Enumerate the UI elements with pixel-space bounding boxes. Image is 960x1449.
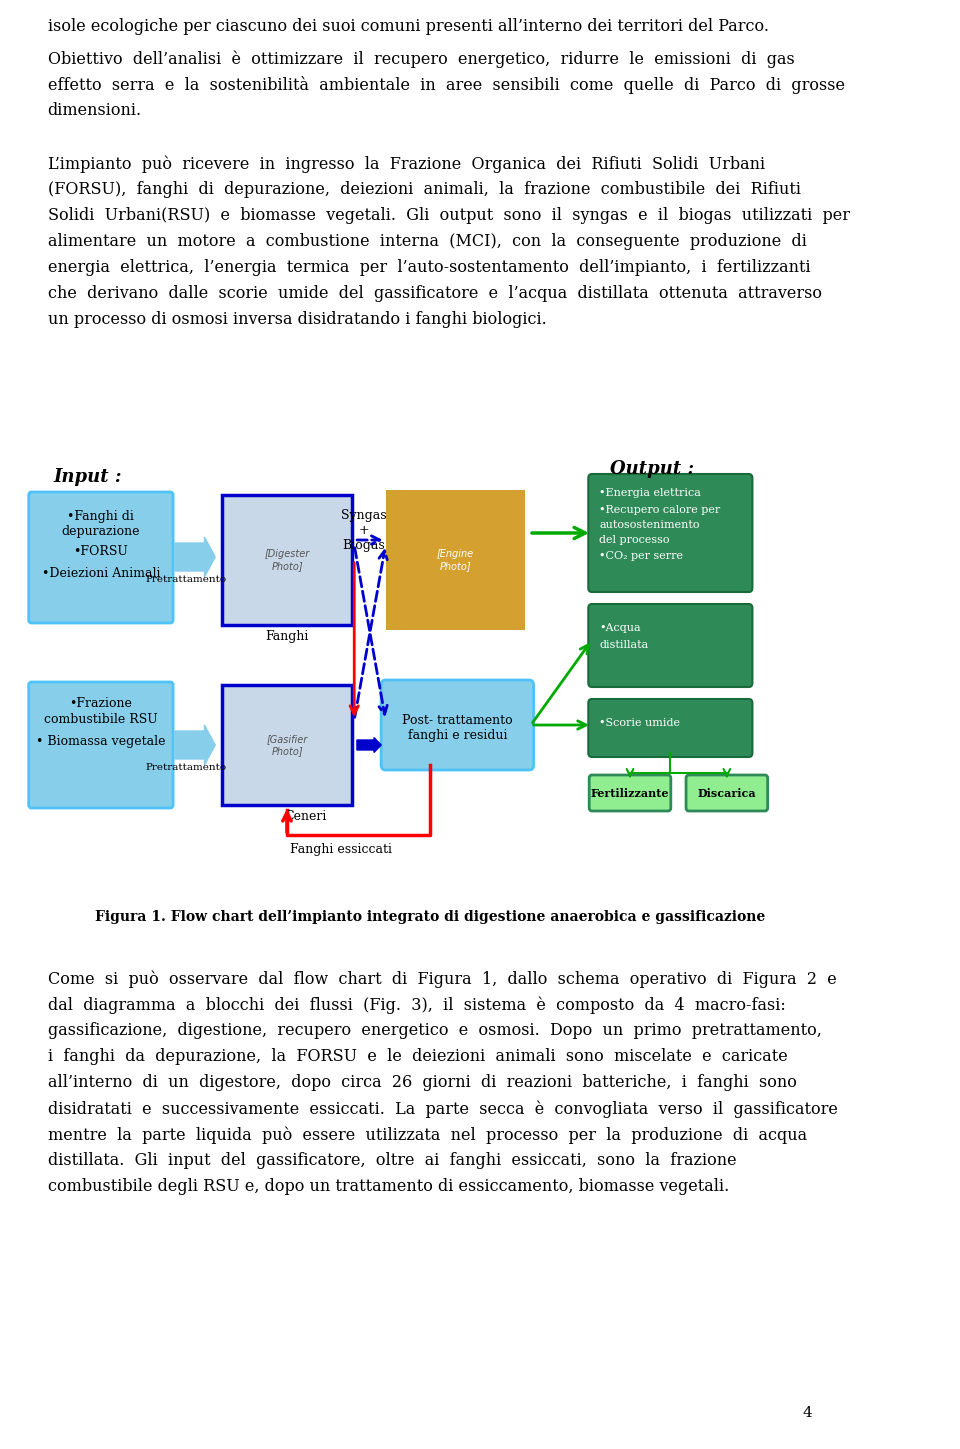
FancyBboxPatch shape [686, 775, 768, 811]
Text: del processo: del processo [599, 535, 669, 545]
Text: autosostenimento: autosostenimento [599, 520, 700, 530]
Text: all’interno  di  un  digestore,  dopo  circa  26  giorni  di  reazioni  batteric: all’interno di un digestore, dopo circa … [48, 1074, 797, 1091]
Text: Ceneri: Ceneri [284, 810, 326, 823]
Text: Fanghi essiccati: Fanghi essiccati [290, 843, 392, 856]
Text: depurazione: depurazione [61, 525, 140, 538]
Text: •Scorie umide: •Scorie umide [599, 719, 680, 727]
Text: Input :: Input : [54, 468, 122, 485]
Text: •Energia elettrica: •Energia elettrica [599, 488, 701, 498]
FancyBboxPatch shape [588, 698, 753, 756]
Text: •CO₂ per serre: •CO₂ per serre [599, 551, 684, 561]
Text: •Recupero calore per: •Recupero calore per [599, 506, 720, 514]
FancyArrow shape [357, 738, 381, 752]
Text: i  fanghi  da  depurazione,  la  FORSU  e  le  deiezioni  animali  sono  miscela: i fanghi da depurazione, la FORSU e le d… [48, 1048, 787, 1065]
Text: combustibile RSU: combustibile RSU [44, 713, 157, 726]
Text: Discarica: Discarica [698, 787, 756, 798]
Text: Output :: Output : [610, 459, 694, 478]
Text: Pretrattamento: Pretrattamento [145, 764, 227, 772]
Text: isole ecologiche per ciascuno dei suoi comuni presenti all’interno dei territori: isole ecologiche per ciascuno dei suoi c… [48, 17, 769, 35]
Text: effetto  serra  e  la  sostenibilità  ambientale  in  aree  sensibili  come  que: effetto serra e la sostenibilità ambient… [48, 75, 845, 94]
Text: Syngas
+
Biogas: Syngas + Biogas [342, 509, 387, 552]
Text: distillata: distillata [599, 640, 648, 651]
Text: •FORSU: •FORSU [74, 545, 129, 558]
FancyBboxPatch shape [588, 474, 753, 593]
Text: disidratati  e  successivamente  essiccati.  La  parte  secca  è  convogliata  v: disidratati e successivamente essiccati.… [48, 1100, 837, 1117]
FancyBboxPatch shape [29, 682, 173, 809]
Text: dal  diagramma  a  blocchi  dei  flussi  (Fig.  3),  il  sistema  è  composto  d: dal diagramma a blocchi dei flussi (Fig.… [48, 995, 785, 1013]
FancyBboxPatch shape [588, 604, 753, 687]
Text: Obiettivo  dell’analisi  è  ottimizzare  il  recupero  energetico,  ridurre  le : Obiettivo dell’analisi è ottimizzare il … [48, 51, 794, 68]
Text: dimensioni.: dimensioni. [48, 101, 142, 119]
Text: Post- trattamento: Post- trattamento [402, 713, 513, 726]
Text: •Acqua: •Acqua [599, 623, 640, 633]
Text: fanghi e residui: fanghi e residui [408, 729, 507, 742]
Text: energia  elettrica,  l’energia  termica  per  l’auto-sostentamento  dell’impiant: energia elettrica, l’energia termica per… [48, 259, 810, 275]
Text: Figura 1. Flow chart dell’impianto integrato di digestione anaerobica e gassific: Figura 1. Flow chart dell’impianto integ… [95, 910, 765, 924]
Bar [223, 496, 352, 625]
Text: [Digester
Photo]: [Digester Photo] [265, 549, 310, 571]
FancyArrow shape [175, 724, 215, 765]
FancyArrow shape [175, 538, 215, 577]
Text: alimentare  un  motore  a  combustione  interna  (MCI),  con  la  conseguente  p: alimentare un motore a combustione inter… [48, 233, 806, 251]
Text: gassificazione,  digestione,  recupero  energetico  e  osmosi.  Dopo  un  primo : gassificazione, digestione, recupero ene… [48, 1022, 822, 1039]
Text: •Deiezioni Animali: •Deiezioni Animali [41, 567, 160, 580]
Text: (FORSU),  fanghi  di  depurazione,  deiezioni  animali,  la  frazione  combustib: (FORSU), fanghi di depurazione, deiezion… [48, 181, 801, 199]
Text: L’impianto  può  ricevere  in  ingresso  la  Frazione  Organica  dei  Rifiuti  S: L’impianto può ricevere in ingresso la F… [48, 155, 765, 172]
Text: 4: 4 [803, 1406, 812, 1420]
Text: Solidi  Urbani(RSU)  e  biomasse  vegetali.  Gli  output  sono  il  syngas  e  i: Solidi Urbani(RSU) e biomasse vegetali. … [48, 207, 850, 225]
Text: Pretrattamento: Pretrattamento [145, 575, 227, 584]
Text: Fanghi: Fanghi [266, 630, 309, 643]
Text: distillata.  Gli  input  del  gassificatore,  oltre  ai  fanghi  essiccati,  son: distillata. Gli input del gassificatore,… [48, 1152, 736, 1169]
Text: Come  si  può  osservare  dal  flow  chart  di  Figura  1,  dallo  schema  opera: Come si può osservare dal flow chart di … [48, 969, 836, 988]
Text: • Biomassa vegetale: • Biomassa vegetale [36, 735, 166, 748]
Text: •Frazione: •Frazione [69, 697, 132, 710]
Bar [223, 685, 352, 806]
Text: mentre  la  parte  liquida  può  essere  utilizzata  nel  processo  per  la  pro: mentre la parte liquida può essere utili… [48, 1126, 806, 1143]
Text: •Fanghi di: •Fanghi di [67, 510, 134, 523]
Bar [386, 490, 524, 630]
FancyBboxPatch shape [589, 775, 671, 811]
Text: [Engine
Photo]: [Engine Photo] [437, 549, 473, 571]
FancyBboxPatch shape [29, 493, 173, 623]
FancyBboxPatch shape [381, 680, 534, 769]
Text: che  derivano  dalle  scorie  umide  del  gassificatore  e  l’acqua  distillata : che derivano dalle scorie umide del gass… [48, 285, 822, 301]
Text: Fertilizzante: Fertilizzante [590, 787, 669, 798]
Text: [Gasifier
Photo]: [Gasifier Photo] [267, 735, 308, 756]
Text: un processo di osmosi inversa disidratando i fanghi biologici.: un processo di osmosi inversa disidratan… [48, 312, 546, 327]
Text: combustibile degli RSU e, dopo un trattamento di essiccamento, biomasse vegetali: combustibile degli RSU e, dopo un tratta… [48, 1178, 729, 1195]
